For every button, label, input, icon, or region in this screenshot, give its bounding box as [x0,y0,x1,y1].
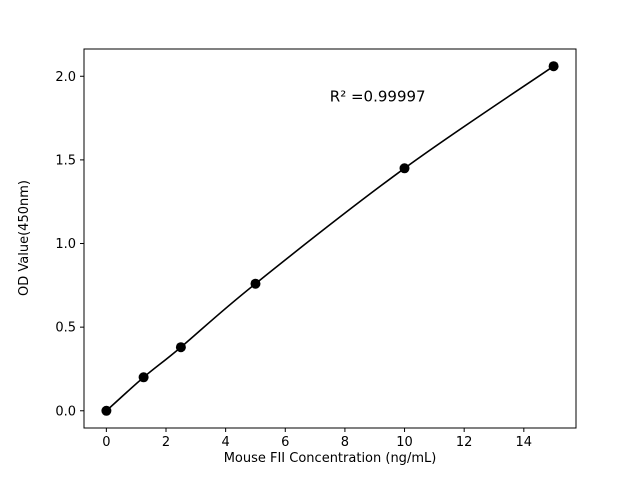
data-point [250,278,261,289]
data-point [548,61,559,72]
x-tick-label: 4 [221,435,229,450]
data-point [399,163,410,174]
x-tick-label: 0 [102,435,110,450]
x-tick-label: 2 [162,435,170,450]
data-point [138,372,149,383]
y-tick-label: 2.0 [55,70,76,85]
r-squared-annotation: R² =0.99997 [330,87,426,105]
data-point [101,405,112,416]
x-tick-label: 6 [281,435,289,450]
data-point [175,342,186,353]
x-tick-label: 8 [341,435,349,450]
y-tick-label: 0.0 [55,404,76,419]
x-tick-label: 12 [456,435,473,450]
y-tick-label: 1.0 [55,237,76,252]
x-axis-label: Mouse FII Concentration (ng/mL) [224,451,437,466]
y-tick-label: 0.5 [55,321,76,336]
plot-frame [83,48,577,429]
y-axis-label: OD Value(450nm) [17,180,32,296]
x-tick-label: 14 [516,435,533,450]
chart-generated: 0 2 4 6 8 10 12 14 0.0 0.5 1.0 1.5 2.0 [55,48,577,450]
standard-curve-line [105,65,555,412]
x-tick-label: 10 [396,435,413,450]
y-tick-label: 1.5 [55,153,76,168]
